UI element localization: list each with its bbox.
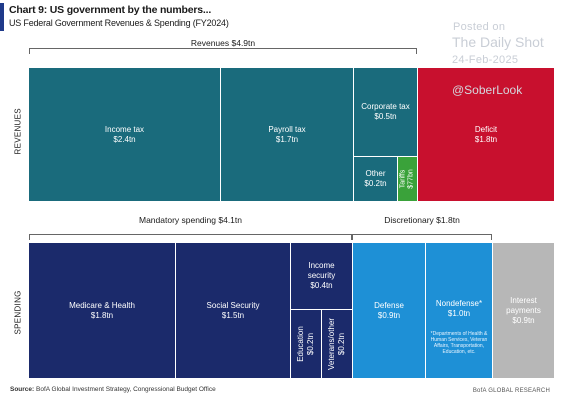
veterans-other-value: $0.2tn [337, 332, 347, 356]
deficit-block: Deficit $1.8tn [418, 68, 554, 201]
social-security-block: Social Security $1.5tn [176, 243, 290, 378]
watermark-date: 24-Feb-2025 [452, 54, 519, 66]
nondefense-footnote: *Departments of Health & Human Services,… [430, 331, 488, 355]
interest-payments-block: Interest payments $0.9tn [493, 243, 554, 378]
mandatory-bracket [29, 234, 352, 240]
medicare-health-value: $1.8tn [90, 310, 114, 320]
defense-value: $0.9tn [377, 310, 401, 320]
watermark-posted-on: Posted on [453, 21, 506, 33]
revenues-group-label: Revenues $4.9tn [190, 38, 256, 48]
corporate-tax-block: Corporate tax $0.5tn [354, 68, 417, 156]
discretionary-bracket [352, 234, 492, 240]
medicare-health-label: Medicare & Health [69, 300, 135, 310]
brand-label: BofA GLOBAL RESEARCH [472, 388, 550, 394]
watermark-handle: @SoberLook [452, 83, 523, 97]
social-security-label: Social Security [206, 300, 260, 310]
chart-subtitle: US Federal Government Revenues & Spendin… [9, 18, 229, 28]
mandatory-group-label: Mandatory spending $4.1tn [138, 215, 243, 225]
education-text: Education $0.2tn [296, 326, 316, 362]
income-security-block: Income security $0.4tn [291, 243, 352, 309]
nondefense-value: $1.0tn [447, 309, 471, 318]
other-revenue-block: Other $0.2tn [354, 157, 397, 201]
corporate-tax-value: $0.5tn [374, 112, 397, 121]
income-tax-label: Income tax [104, 124, 145, 134]
income-tax-value: $2.4tn [113, 134, 136, 144]
interest-payments-value: $0.9tn [512, 315, 535, 325]
tariffs-label: Tariffs [399, 169, 407, 189]
education-block: Education $0.2tn [291, 310, 321, 378]
discretionary-group-label: Discretionary $1.8tn [384, 215, 460, 225]
source-text: BofA Global Investment Strategy, Congres… [36, 386, 216, 393]
nondefense-block: Nondefense* $1.0tn *Departments of Healt… [426, 243, 492, 378]
tariffs-text: Tariffs $77bn [400, 169, 416, 188]
income-security-value: $0.4tn [310, 281, 333, 290]
tariffs-value: $77bn [407, 169, 415, 189]
title-accent-bar [0, 3, 4, 31]
payroll-tax-label: Payroll tax [268, 124, 306, 134]
veterans-other-label: Veterans/other [327, 317, 337, 371]
defense-label: Defense [374, 300, 404, 310]
education-label: Education [296, 326, 305, 362]
corporate-tax-label: Corporate tax [361, 102, 410, 111]
income-tax-block: Income tax $2.4tn [29, 68, 220, 201]
veterans-other-block: Veterans/other $0.2tn [322, 310, 352, 378]
spending-side-label: SPENDING [13, 290, 23, 335]
other-revenue-value: $0.2tn [364, 179, 387, 188]
education-value: $0.2tn [306, 332, 315, 356]
medicare-health-block: Medicare & Health $1.8tn [29, 243, 175, 378]
deficit-label: Deficit [474, 124, 498, 134]
nondefense-label: Nondefense* [435, 299, 483, 308]
source-label: Source: [10, 386, 35, 393]
source-note: Source: BofA Global Investment Strategy,… [10, 386, 216, 393]
other-revenue-label: Other [365, 169, 386, 178]
veterans-other-text: Veterans/other $0.2tn [327, 318, 347, 370]
revenues-side-label: REVENUES [13, 108, 23, 155]
watermark-source: The Daily Shot [452, 34, 544, 50]
payroll-tax-block: Payroll tax $1.7tn [221, 68, 353, 201]
deficit-value: $1.8tn [474, 134, 498, 144]
income-security-label: Income security [307, 261, 336, 280]
payroll-tax-value: $1.7tn [275, 134, 299, 144]
defense-block: Defense $0.9tn [353, 243, 425, 378]
revenues-bracket [29, 48, 417, 54]
interest-payments-label: Interest payments [506, 295, 541, 315]
social-security-value: $1.5tn [221, 310, 245, 320]
chart-title: Chart 9: US government by the numbers... [9, 4, 212, 16]
tariffs-block: Tariffs $77bn [398, 157, 417, 201]
